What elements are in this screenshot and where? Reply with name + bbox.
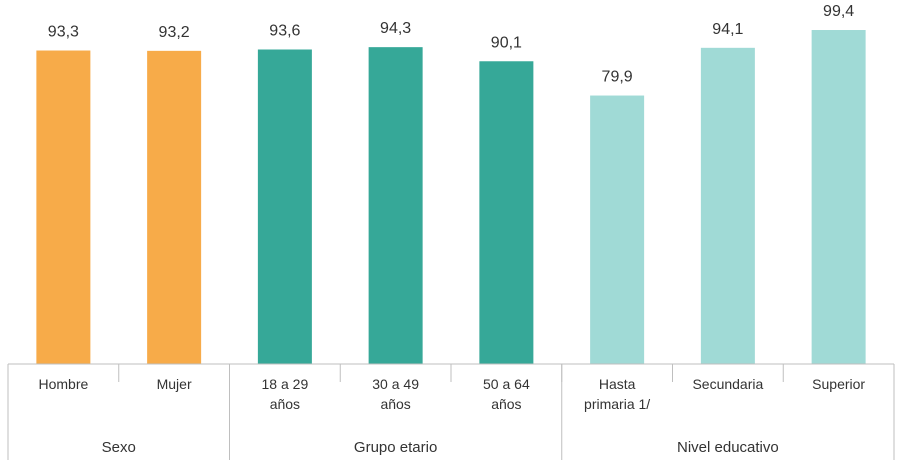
bar xyxy=(368,47,423,364)
bar xyxy=(700,47,755,364)
bar xyxy=(257,49,312,365)
category-label: Mujer xyxy=(157,376,192,392)
category-label: 50 a 64 años xyxy=(483,376,530,412)
bar-value-label: 93,2 xyxy=(159,24,190,41)
bar xyxy=(811,30,866,365)
bar xyxy=(479,61,534,364)
bar-value-label: 93,6 xyxy=(269,23,300,40)
category-label: Hasta primaria 1/ xyxy=(584,376,650,412)
bar-value-label: 90,1 xyxy=(491,34,522,51)
category-label: 30 a 49 años xyxy=(372,376,419,412)
bar-value-label: 94,3 xyxy=(380,20,411,37)
group-label: Nivel educativo xyxy=(677,439,779,456)
bar-value-label: 94,1 xyxy=(712,21,743,38)
bar-value-label: 99,4 xyxy=(823,3,854,20)
bar-value-label: 79,9 xyxy=(602,69,633,86)
bars-layer xyxy=(36,30,866,365)
category-label: 18 a 29 años xyxy=(262,376,309,412)
group-labels-layer: Sexo Grupo etario Nivel educativo xyxy=(102,439,779,456)
category-label: Secundaria xyxy=(692,376,763,392)
category-labels-layer: Hombre Mujer 18 a 29 años 30 a 49 años 50 a 64… xyxy=(38,376,865,412)
category-label: Hombre xyxy=(38,376,88,392)
category-axis xyxy=(7,363,895,460)
bar xyxy=(36,50,91,365)
bar-value-label: 93,3 xyxy=(48,24,79,41)
bar xyxy=(590,95,645,364)
bar xyxy=(147,50,202,365)
group-label: Grupo etario xyxy=(354,439,437,456)
category-label: Superior xyxy=(812,376,865,392)
group-label: Sexo xyxy=(102,439,136,456)
value-labels-layer: 93,3 93,2 93,6 94,3 90,1 79,9 94,1 99,4 xyxy=(48,3,854,86)
